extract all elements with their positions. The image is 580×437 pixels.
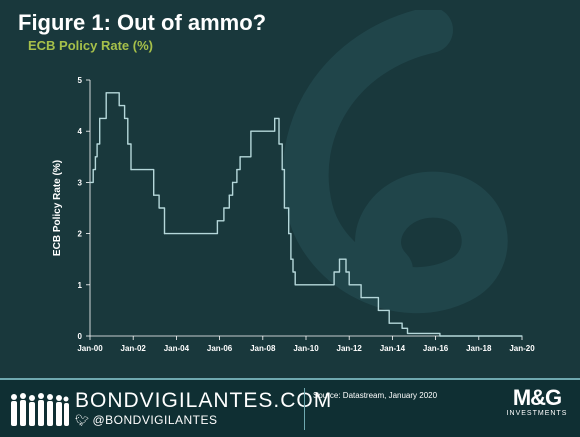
data-point xyxy=(123,117,126,119)
data-point xyxy=(278,143,280,145)
x-tick-label: Jan-20 xyxy=(509,344,535,353)
data-point xyxy=(333,271,335,273)
page-title: Figure 1: Out of ammo? xyxy=(18,10,267,35)
data-point xyxy=(406,332,409,335)
x-tick-label: Jan-04 xyxy=(164,344,190,353)
data-point xyxy=(281,169,283,171)
x-tick-label: Jan-14 xyxy=(380,344,406,353)
data-point xyxy=(338,258,341,260)
logo-main-text: M&G xyxy=(512,385,562,410)
data-point xyxy=(92,169,94,171)
x-tick-label: Jan-06 xyxy=(207,344,233,353)
data-point xyxy=(401,327,403,329)
policy-rate-chart: 0 1 2 3 4 5 Jan-00 Jan-02 Jan-04 Jan-06 Jan-08 Jan-… xyxy=(52,76,535,353)
site-brand[interactable]: BONDVIGILANTES.COM xyxy=(75,389,333,412)
x-tick-label: Jan-18 xyxy=(466,344,492,353)
y-tick-label: 3 xyxy=(78,178,83,187)
data-point xyxy=(288,233,290,235)
data-point xyxy=(388,322,390,324)
y-axis-label: ECB Policy Rate (%) xyxy=(52,160,63,256)
data-point xyxy=(439,335,441,337)
x-tick-label: Jan-16 xyxy=(423,344,449,353)
data-point xyxy=(96,143,98,145)
data-point xyxy=(216,220,219,222)
data-point xyxy=(377,309,379,311)
data-point xyxy=(292,271,294,273)
data-point xyxy=(228,194,230,196)
y-tick-label: 5 xyxy=(78,76,83,85)
y-tick-label: 0 xyxy=(78,332,83,341)
data-point xyxy=(345,271,347,273)
data-point xyxy=(348,284,350,286)
y-tick-label: 1 xyxy=(78,281,83,290)
source-note: Source: Datastream, January 2020 xyxy=(313,391,438,400)
data-point xyxy=(158,207,160,209)
y-tick-label: 2 xyxy=(78,230,83,239)
data-point xyxy=(250,130,252,132)
x-tick-label: Jan-08 xyxy=(250,344,276,353)
data-point xyxy=(239,156,241,158)
data-point xyxy=(94,156,96,158)
data-point xyxy=(118,105,120,107)
data-point xyxy=(223,207,225,209)
data-point xyxy=(130,169,132,171)
footer-bar: BONDVIGILANTES.COM 🐦︎ @BONDVIGILANTES Sou… xyxy=(0,378,580,437)
background-watermark xyxy=(282,10,508,314)
data-point xyxy=(521,335,523,337)
data-point xyxy=(163,233,166,235)
twitter-handle-text: @BONDVIGILANTES xyxy=(92,413,218,427)
data-point xyxy=(99,117,101,119)
x-tick-label: Jan-02 xyxy=(121,344,147,353)
twitter-handle[interactable]: 🐦︎ @BONDVIGILANTES xyxy=(75,413,218,427)
x-tick-label: Jan-00 xyxy=(77,344,103,353)
mg-logo: M&G INVESTMENTS xyxy=(500,385,574,418)
data-point xyxy=(290,258,292,260)
chart-subtitle: ECB Policy Rate (%) xyxy=(28,38,153,53)
data-point xyxy=(360,297,362,299)
data-point xyxy=(127,143,129,145)
data-point xyxy=(283,207,285,209)
data-point xyxy=(89,181,91,183)
y-tick-label: 4 xyxy=(78,127,83,136)
data-point xyxy=(294,284,296,286)
data-point xyxy=(274,117,276,119)
data-point xyxy=(231,181,234,183)
footer-divider xyxy=(304,388,305,430)
logo-sub-text: INVESTMENTS xyxy=(506,410,568,417)
crowd-silhouette-icon xyxy=(11,393,69,426)
x-tick-label: Jan-10 xyxy=(293,344,319,353)
x-tick-label: Jan-12 xyxy=(337,344,363,353)
twitter-bird-icon: 🐦︎ xyxy=(75,415,90,427)
data-point xyxy=(153,194,155,196)
data-point xyxy=(105,92,107,94)
data-point xyxy=(236,169,238,171)
series-line-policy-rate xyxy=(90,92,522,337)
